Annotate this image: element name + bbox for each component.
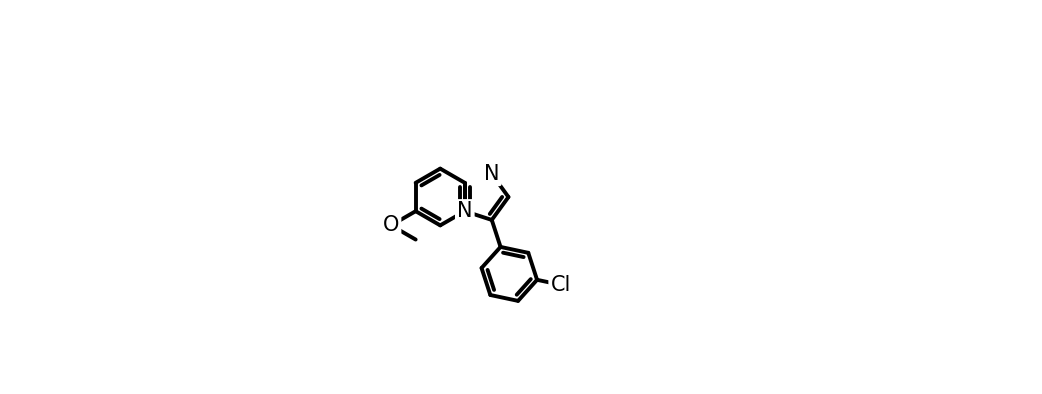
Text: N: N — [457, 201, 473, 221]
Text: O: O — [382, 216, 399, 235]
Text: N: N — [485, 164, 499, 184]
Text: Cl: Cl — [550, 275, 571, 295]
